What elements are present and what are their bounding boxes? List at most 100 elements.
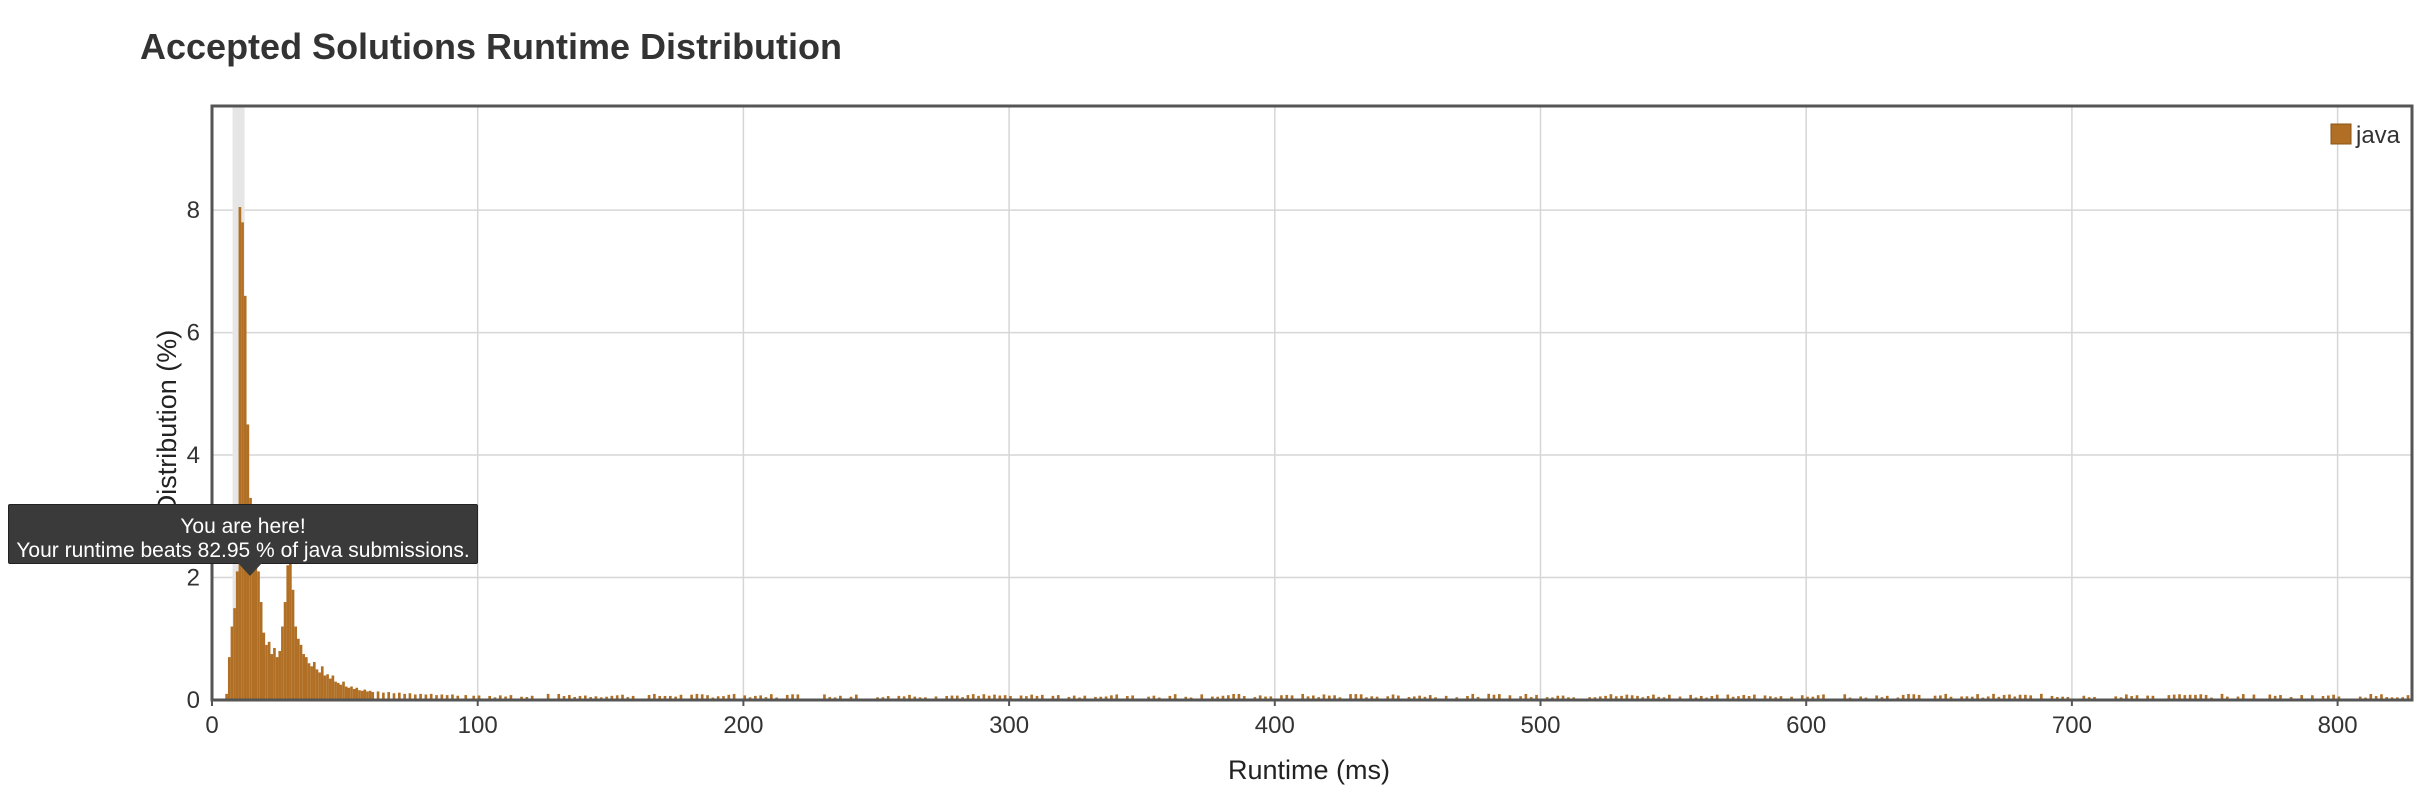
bar[interactable] — [1970, 696, 1974, 700]
bar[interactable] — [259, 602, 263, 700]
bar[interactable] — [610, 695, 614, 700]
bar[interactable] — [1917, 694, 1921, 700]
bar[interactable] — [1715, 694, 1719, 700]
bar[interactable] — [998, 695, 1002, 700]
bar[interactable] — [1944, 693, 1948, 700]
bar[interactable] — [557, 693, 561, 700]
bar[interactable] — [307, 663, 311, 700]
bar[interactable] — [1630, 695, 1634, 700]
bar[interactable] — [727, 694, 731, 700]
bar[interactable] — [1476, 696, 1480, 700]
bar[interactable] — [1806, 696, 1809, 700]
bar[interactable] — [2146, 695, 2149, 700]
bar[interactable] — [328, 678, 332, 700]
bar[interactable] — [653, 693, 656, 700]
bar[interactable] — [2082, 695, 2086, 700]
bar[interactable] — [504, 696, 507, 700]
bar[interactable] — [785, 694, 789, 700]
bar[interactable] — [352, 688, 356, 700]
bar[interactable] — [294, 626, 298, 700]
bar[interactable] — [429, 693, 433, 700]
bar[interactable] — [1216, 696, 1220, 700]
bar[interactable] — [289, 562, 292, 700]
bar[interactable] — [1992, 693, 1995, 700]
bar[interactable] — [987, 695, 991, 700]
bar[interactable] — [2358, 696, 2362, 700]
bar[interactable] — [1173, 694, 1177, 700]
bar[interactable] — [1423, 696, 1427, 700]
bar[interactable] — [1822, 694, 1825, 700]
bar[interactable] — [1322, 694, 1326, 700]
bar[interactable] — [658, 695, 662, 700]
bar[interactable] — [1556, 695, 1560, 700]
bar[interactable] — [823, 694, 826, 700]
bar[interactable] — [1104, 696, 1108, 700]
bar[interactable] — [243, 295, 247, 700]
bar[interactable] — [1083, 695, 1087, 700]
bar[interactable] — [262, 632, 266, 700]
bar[interactable] — [647, 695, 651, 700]
bar[interactable] — [1620, 695, 1623, 700]
bar[interactable] — [2374, 696, 2378, 700]
bar[interactable] — [722, 696, 725, 700]
bar[interactable] — [2018, 694, 2022, 700]
bar[interactable] — [1025, 696, 1028, 700]
bar[interactable] — [674, 696, 677, 700]
bar[interactable] — [971, 694, 975, 700]
bar[interactable] — [594, 696, 598, 700]
bar[interactable] — [2135, 695, 2139, 700]
bar[interactable] — [1524, 693, 1528, 700]
bar[interactable] — [509, 695, 513, 700]
bar[interactable] — [2093, 696, 2096, 700]
bar[interactable] — [387, 692, 391, 700]
bar[interactable] — [1094, 696, 1097, 700]
bar[interactable] — [1742, 694, 1746, 700]
bar[interactable] — [1312, 695, 1315, 700]
bar[interactable] — [631, 695, 635, 700]
bar[interactable] — [2199, 694, 2203, 700]
bar[interactable] — [966, 695, 970, 700]
bar[interactable] — [1790, 696, 1793, 700]
bar[interactable] — [955, 695, 959, 700]
bar[interactable] — [1561, 695, 1565, 700]
bar[interactable] — [2188, 694, 2192, 700]
bar[interactable] — [1354, 694, 1358, 700]
bar[interactable] — [2029, 695, 2033, 700]
bar[interactable] — [382, 692, 385, 700]
bar[interactable] — [424, 694, 428, 700]
bar[interactable] — [1636, 695, 1639, 700]
bar[interactable] — [1933, 695, 1937, 700]
bar[interactable] — [1519, 696, 1522, 700]
bar[interactable] — [546, 693, 550, 700]
bar[interactable] — [1285, 694, 1289, 700]
bar[interactable] — [2172, 694, 2176, 700]
bar[interactable] — [1598, 696, 1602, 700]
bar[interactable] — [1370, 696, 1374, 700]
bar[interactable] — [886, 696, 890, 700]
bar[interactable] — [769, 694, 773, 700]
bar[interactable] — [562, 696, 566, 700]
bar[interactable] — [1939, 695, 1942, 700]
bar[interactable] — [1242, 696, 1246, 700]
bar[interactable] — [1875, 695, 1878, 700]
bar[interactable] — [1264, 696, 1267, 700]
bar[interactable] — [286, 565, 290, 700]
bar[interactable] — [2008, 694, 2011, 700]
bar[interactable] — [700, 694, 704, 700]
bar[interactable] — [1816, 695, 1820, 700]
bar[interactable] — [251, 510, 255, 700]
bar[interactable] — [1428, 695, 1432, 700]
bar[interactable] — [331, 675, 335, 700]
bar[interactable] — [2279, 695, 2282, 700]
bar[interactable] — [1652, 694, 1655, 700]
bar[interactable] — [669, 695, 672, 700]
bar[interactable] — [371, 692, 375, 700]
bar[interactable] — [732, 693, 736, 700]
bar[interactable] — [2380, 694, 2383, 700]
bar[interactable] — [2406, 695, 2410, 700]
bar[interactable] — [1126, 696, 1129, 700]
bar[interactable] — [568, 695, 571, 700]
bar[interactable] — [1737, 696, 1740, 700]
bar[interactable] — [1280, 695, 1283, 700]
bar[interactable] — [2321, 695, 2325, 700]
